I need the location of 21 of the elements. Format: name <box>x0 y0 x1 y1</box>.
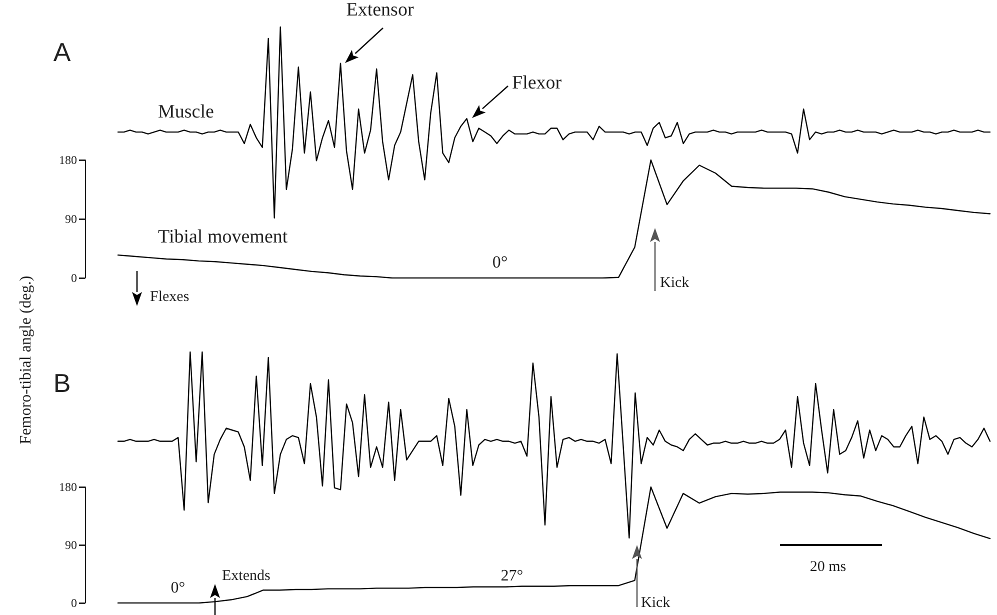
text: B <box>53 368 71 398</box>
text: Flexes <box>150 289 190 305</box>
annotation: Kick <box>641 595 671 611</box>
y-tick-label: 180 <box>59 153 77 167</box>
y-tick-label: 90 <box>65 212 77 226</box>
y-tick-label: 0 <box>71 596 77 610</box>
annotation: Kick <box>660 275 690 291</box>
annotation: 27° <box>500 568 524 584</box>
annotation: 0° <box>170 580 186 596</box>
annotation: Flexor <box>512 72 562 94</box>
annotation: Muscle <box>158 102 214 122</box>
y-tick-label: 180 <box>59 480 77 494</box>
annotation: 20 ms <box>810 559 846 575</box>
text: Extensor <box>346 0 414 20</box>
text: A <box>53 37 72 67</box>
annotation: Tibial movement <box>158 226 288 248</box>
y-tick-label: 0 <box>71 271 77 285</box>
annotation: 0° <box>492 252 508 272</box>
y-tick-label: 90 <box>65 538 77 552</box>
annotation: Extends <box>222 568 270 584</box>
y-axis-title: Femoro-tibial angle (deg.) <box>18 276 34 444</box>
